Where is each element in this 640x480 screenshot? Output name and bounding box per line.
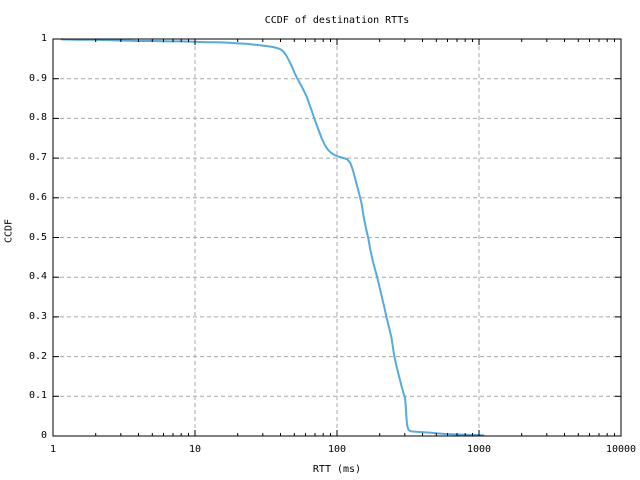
y-tick-label: 0.1 xyxy=(28,390,47,402)
y-tick-label: 0 xyxy=(40,430,47,441)
ccdf-line xyxy=(60,38,485,437)
y-tick-label: 0.6 xyxy=(28,191,47,203)
y-tick-label: 0.3 xyxy=(28,310,47,322)
x-tick-label: 1000 xyxy=(466,444,492,455)
grid-lines xyxy=(53,39,621,436)
y-tick-label: 0.7 xyxy=(28,152,47,164)
y-tick-label: 0.2 xyxy=(28,350,47,362)
x-tick-label: 100 xyxy=(327,444,347,455)
y-tick-label: 0.9 xyxy=(28,72,47,84)
x-axis-label: RTT (ms) xyxy=(312,464,362,475)
chart-title: CCDF of destination RTTs xyxy=(264,15,410,26)
x-tick-label: 10 xyxy=(188,444,202,455)
y-tick-label: 0.5 xyxy=(28,231,47,243)
ccdf-curve xyxy=(60,38,485,437)
x-tick-label: 1 xyxy=(49,444,57,455)
y-tick-label: 1 xyxy=(40,33,47,44)
y-tick-label: 0.8 xyxy=(28,112,47,124)
axis-border-and-ticks xyxy=(52,38,622,437)
y-tick-label: 0.4 xyxy=(28,271,47,283)
x-tick-label: 10000 xyxy=(605,444,637,455)
